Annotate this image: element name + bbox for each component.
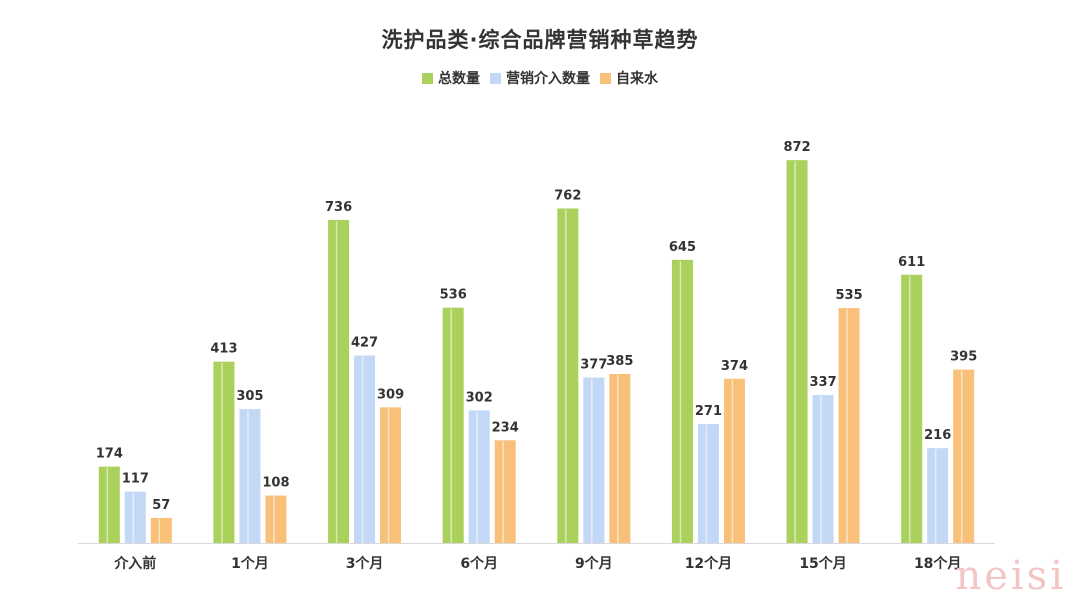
bar	[812, 395, 834, 543]
bar	[723, 378, 745, 543]
x-tick-label: 12个月	[685, 555, 732, 572]
data-label: 57	[152, 498, 170, 513]
watermark-text: neisi	[955, 553, 1066, 599]
x-tick-label: 18个月	[914, 555, 961, 572]
bar	[124, 491, 146, 543]
bar	[380, 407, 402, 543]
bar	[239, 409, 261, 543]
legend-swatch-total	[422, 72, 433, 84]
bar	[494, 440, 516, 543]
x-tick-label: 1个月	[231, 555, 269, 572]
data-label: 302	[466, 390, 493, 405]
data-label: 234	[492, 420, 519, 435]
data-label: 216	[924, 428, 951, 443]
bar	[328, 219, 350, 543]
data-label: 174	[96, 447, 123, 462]
data-label: 872	[783, 140, 810, 155]
bar	[98, 466, 120, 543]
data-label: 427	[351, 336, 378, 351]
legend-swatch-organic	[600, 72, 611, 84]
data-label: 413	[210, 342, 237, 357]
bar	[901, 274, 923, 543]
bar	[354, 355, 376, 543]
data-label: 736	[325, 200, 352, 215]
x-tick-label: 9个月	[575, 555, 613, 572]
bar	[697, 424, 719, 543]
x-tick-label: 3个月	[346, 555, 384, 572]
x-tick-label: 15个月	[799, 555, 846, 572]
data-label: 108	[262, 476, 289, 491]
data-label: 536	[440, 288, 467, 303]
legend-item-organic: 自来水	[600, 68, 658, 88]
legend-item-total: 总数量	[422, 68, 480, 88]
bar	[557, 208, 579, 543]
bar	[150, 517, 172, 543]
bar	[442, 307, 464, 543]
data-label: 385	[606, 354, 633, 369]
data-label: 395	[950, 350, 977, 365]
data-label: 309	[377, 387, 404, 402]
legend-label-organic: 自来水	[616, 71, 658, 87]
x-tick-label: 介入前	[113, 555, 156, 572]
data-label: 645	[669, 240, 696, 255]
bar	[583, 377, 605, 543]
bar	[786, 160, 808, 543]
data-label: 117	[122, 472, 149, 487]
bar	[671, 259, 693, 543]
bar	[927, 448, 949, 543]
legend-swatch-marketing	[490, 72, 501, 84]
bar	[265, 495, 287, 543]
chart-legend: 总数量 营销介入数量 自来水	[0, 68, 1080, 88]
data-label: 271	[695, 404, 722, 419]
legend-label-marketing: 营销介入数量	[506, 71, 590, 87]
legend-label-total: 总数量	[438, 71, 480, 87]
data-label: 611	[898, 255, 925, 270]
data-label: 374	[721, 359, 748, 374]
bar	[213, 361, 235, 543]
data-label: 377	[580, 357, 607, 372]
data-label: 535	[835, 288, 862, 303]
data-label: 762	[554, 188, 581, 203]
chart-title: 洗护品类·综合品牌营销种草趋势	[381, 28, 699, 52]
data-label: 305	[236, 389, 263, 404]
data-label: 337	[809, 375, 836, 390]
bar	[609, 373, 631, 543]
bar	[838, 308, 860, 543]
x-tick-label: 6个月	[460, 555, 498, 572]
legend-item-marketing: 营销介入数量	[490, 68, 590, 88]
bar	[953, 369, 975, 543]
bar	[468, 410, 490, 543]
